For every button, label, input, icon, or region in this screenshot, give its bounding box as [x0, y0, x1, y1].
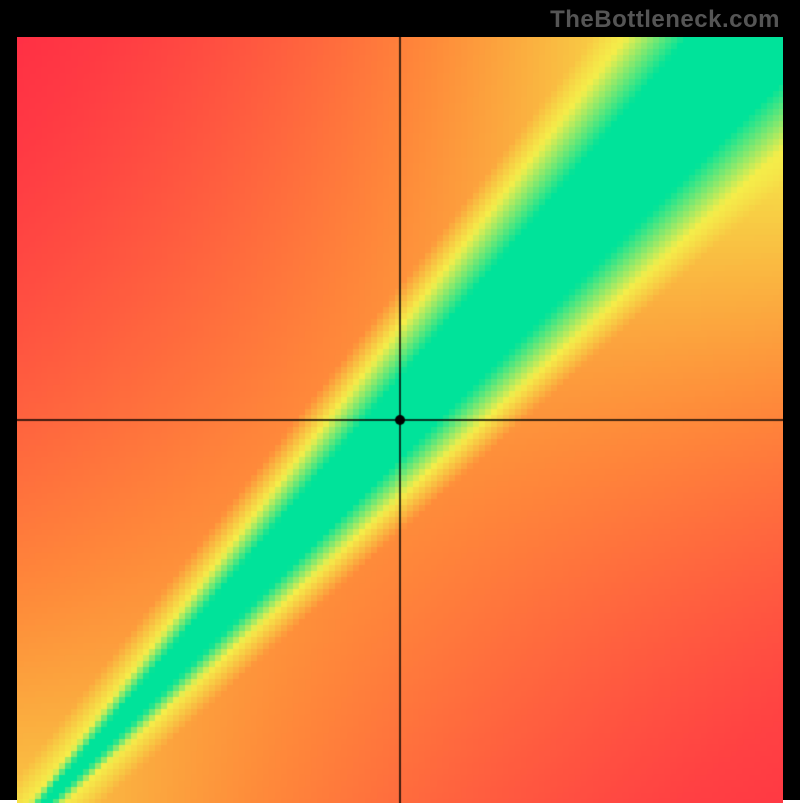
- attribution-label: TheBottleneck.com: [550, 6, 780, 34]
- bottleneck-heatmap: [17, 37, 783, 803]
- chart-frame: TheBottleneck.com: [0, 0, 800, 800]
